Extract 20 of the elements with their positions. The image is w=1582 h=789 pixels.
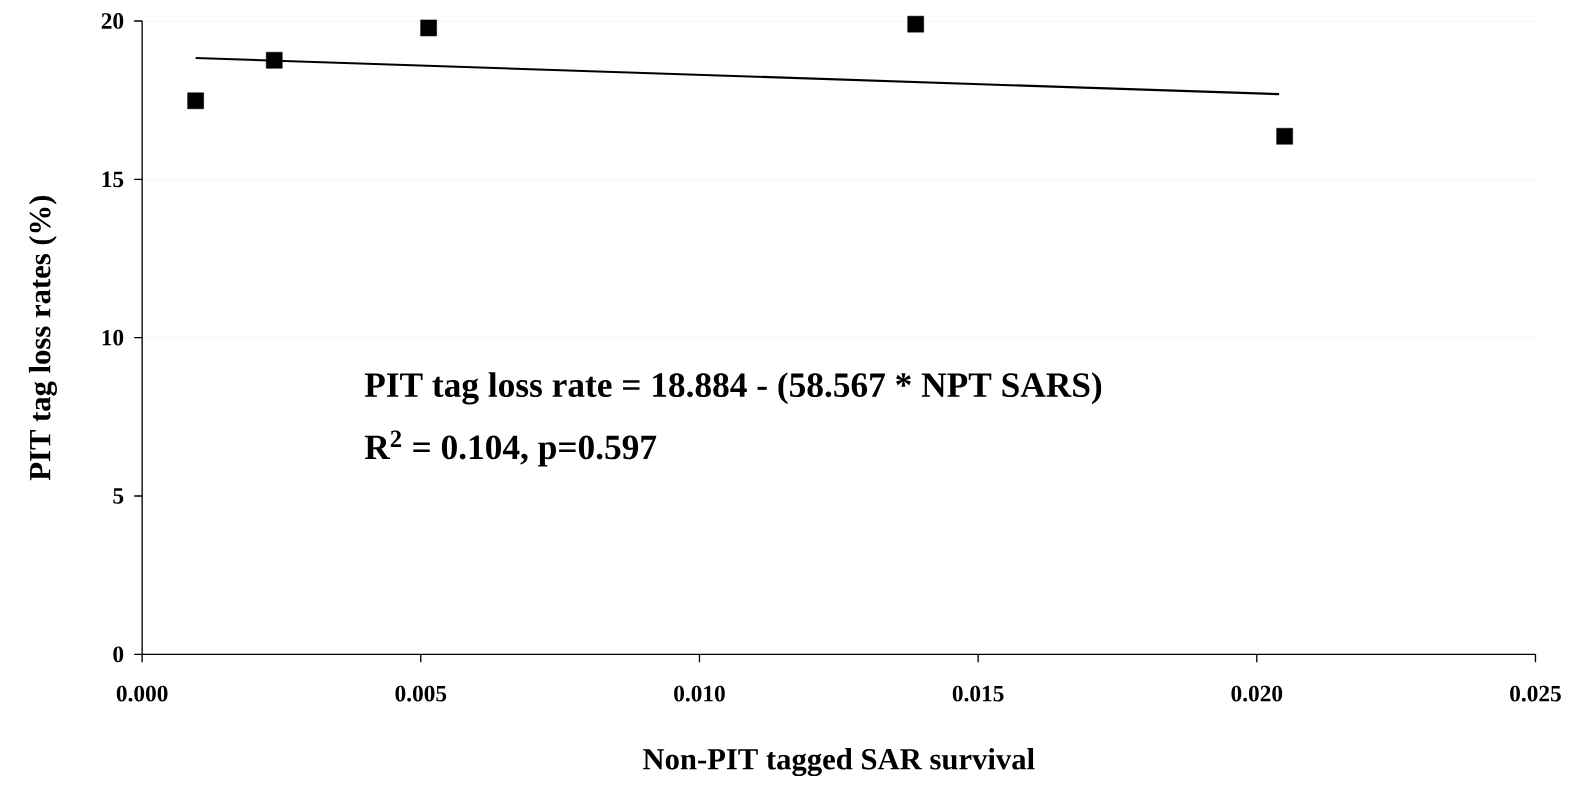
- point: [420, 19, 437, 37]
- point: [907, 15, 924, 33]
- x-tick-label: 0.015: [952, 685, 1004, 702]
- point: [265, 51, 283, 69]
- x-axis-title: Non-PIT tagged SAR survival: [643, 748, 1035, 777]
- annotation: R$^{2}$ = 0.104, p=0.597: [364, 430, 657, 467]
- x-tick-label: 0.000: [116, 685, 168, 702]
- x-tick-label: 0.020: [1231, 685, 1283, 702]
- y-axis-title: PIT tag loss rates (%): [28, 195, 57, 481]
- y-tick-label: 15: [102, 171, 124, 188]
- point: [1276, 127, 1293, 145]
- point: [187, 92, 204, 110]
- y-tick-label: 0: [113, 646, 124, 663]
- x-tick-label: 0.025: [1510, 685, 1561, 702]
- x-tick-label: 0.010: [674, 685, 725, 702]
- x-tick-label: 0.005: [395, 685, 447, 702]
- y-tick-label: 5: [113, 488, 124, 504]
- annotation: PIT tag loss rate = 18.884 - (58.567 * NPT SARS): [364, 372, 1102, 405]
- y-tick-label: 20: [101, 13, 124, 29]
- y-tick-label: 10: [102, 329, 124, 346]
